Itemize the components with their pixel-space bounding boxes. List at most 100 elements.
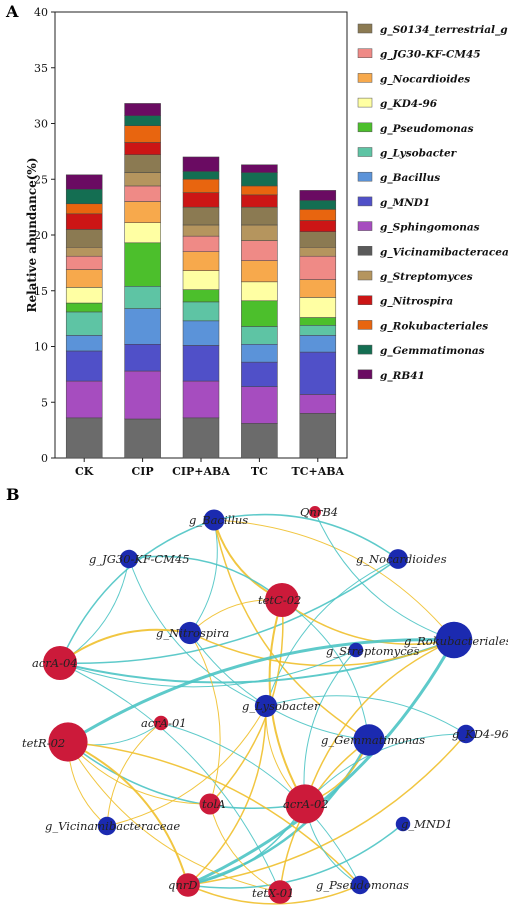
edge bbox=[189, 632, 455, 667]
bar-segment bbox=[241, 326, 278, 345]
node-tetc02 bbox=[265, 583, 299, 617]
node-label: tetR-02 bbox=[22, 736, 65, 750]
edge bbox=[67, 741, 189, 886]
bar-segment bbox=[299, 279, 337, 298]
bar-segment bbox=[299, 255, 337, 280]
node-label: acrA-02 bbox=[283, 797, 329, 811]
bar-segment bbox=[65, 247, 103, 257]
legend-swatch bbox=[357, 369, 373, 380]
bar-segment bbox=[241, 344, 278, 363]
node-qnrb4 bbox=[309, 506, 321, 518]
bar-segment bbox=[124, 201, 161, 223]
edge bbox=[59, 558, 130, 664]
y-tick-label: 10 bbox=[34, 341, 48, 354]
node-label: acrA-01 bbox=[141, 716, 187, 730]
bar-segment bbox=[241, 260, 278, 283]
legend-label: g_JG30-KF-CM45 bbox=[380, 49, 481, 62]
node-acra04 bbox=[43, 646, 77, 680]
x-tick-label: TC bbox=[251, 465, 268, 478]
bar-segment bbox=[65, 269, 103, 288]
edge bbox=[67, 741, 361, 886]
y-tick-label: 15 bbox=[34, 285, 48, 298]
edge bbox=[59, 649, 357, 688]
bar-segment bbox=[65, 350, 103, 382]
bar-segment bbox=[241, 185, 278, 196]
bar-segment bbox=[124, 185, 161, 202]
node-label: g_Rokubacteriales bbox=[404, 634, 508, 648]
node-tetx01 bbox=[268, 880, 292, 904]
bar-segment bbox=[241, 423, 278, 459]
bar-segment bbox=[124, 242, 161, 287]
node-label: g_Bacillus bbox=[189, 513, 248, 527]
x-tick-label: CK bbox=[75, 465, 94, 478]
legend-label: g_S0134_terrestrial_group bbox=[380, 24, 508, 37]
legend-swatch bbox=[357, 320, 373, 330]
legend-swatch bbox=[357, 48, 373, 58]
bar-segment bbox=[241, 224, 278, 241]
edge bbox=[303, 649, 357, 805]
node-label: tetC-02 bbox=[258, 593, 301, 607]
bar-segment bbox=[182, 320, 220, 346]
node-label: g_MND1 bbox=[401, 817, 453, 831]
edge bbox=[213, 513, 399, 560]
bar-segment bbox=[299, 297, 337, 318]
node-gemma bbox=[353, 724, 385, 756]
legend-label: g_MND1 bbox=[380, 197, 430, 210]
bar-segment bbox=[241, 164, 278, 173]
labels: g_Bacillus QnrB4 g_JG30-KF-CM45 g_Nocardioi… bbox=[22, 505, 508, 900]
node-kd496 bbox=[456, 724, 476, 744]
bar-segment bbox=[299, 247, 337, 257]
bar-segment bbox=[182, 380, 220, 419]
edge bbox=[213, 519, 455, 641]
bar-segment bbox=[65, 203, 103, 215]
bar-segment bbox=[124, 125, 161, 143]
node-jg30 bbox=[119, 549, 139, 569]
node-label: g_Nitrospira bbox=[156, 626, 229, 640]
y-tick-label: 20 bbox=[34, 229, 48, 242]
legend-label: g_Pseudomonas bbox=[380, 123, 474, 136]
bar-segment bbox=[299, 394, 337, 414]
bar-segment bbox=[65, 311, 103, 336]
bar-segment bbox=[182, 301, 220, 322]
bar-segment bbox=[182, 206, 220, 226]
bar-segment bbox=[299, 200, 337, 210]
y-tick-label: 0 bbox=[41, 452, 48, 465]
bar-segment bbox=[299, 231, 337, 248]
node-label: tetX-01 bbox=[252, 886, 294, 900]
panel-a-letter: A bbox=[6, 2, 19, 21]
edge bbox=[304, 639, 455, 805]
bar-segment bbox=[182, 192, 220, 208]
bar-segment bbox=[124, 154, 161, 173]
bar-segment bbox=[241, 281, 278, 302]
edge bbox=[187, 733, 467, 886]
bar-segment bbox=[299, 325, 337, 336]
node-label: g_Lysobacter bbox=[242, 699, 321, 713]
legend-swatch bbox=[357, 97, 373, 108]
bar-segment bbox=[65, 189, 103, 205]
x-tick-label: CIP bbox=[132, 465, 154, 478]
y-tick-label: 35 bbox=[34, 62, 48, 75]
node-tola bbox=[199, 793, 221, 815]
bar-segment bbox=[182, 235, 220, 252]
node-roku bbox=[435, 621, 473, 659]
legend-label: g_Bacillus bbox=[380, 172, 440, 185]
legend-label: g_Nitrospira bbox=[380, 296, 453, 309]
bar-segment bbox=[182, 251, 220, 271]
legend-label: g_RB41 bbox=[380, 370, 425, 383]
bar-segment bbox=[241, 194, 278, 208]
edge bbox=[281, 599, 370, 741]
y-tick-label: 30 bbox=[34, 118, 48, 131]
legend-swatch bbox=[357, 221, 373, 231]
legend-label: g_Nocardioides bbox=[380, 73, 470, 86]
edge bbox=[106, 722, 162, 827]
bar-segment bbox=[241, 172, 278, 187]
node-label: g_Pseudomonas bbox=[316, 878, 409, 892]
bar-segment bbox=[65, 302, 103, 313]
bar-segment bbox=[124, 115, 161, 126]
legend-label: g_Sphingomonas bbox=[380, 222, 480, 235]
bar-segment bbox=[124, 103, 161, 116]
legend-swatch bbox=[357, 147, 373, 157]
node-vicin bbox=[97, 816, 117, 836]
legend-swatch bbox=[357, 295, 373, 305]
node-label: qnrD bbox=[168, 878, 198, 892]
